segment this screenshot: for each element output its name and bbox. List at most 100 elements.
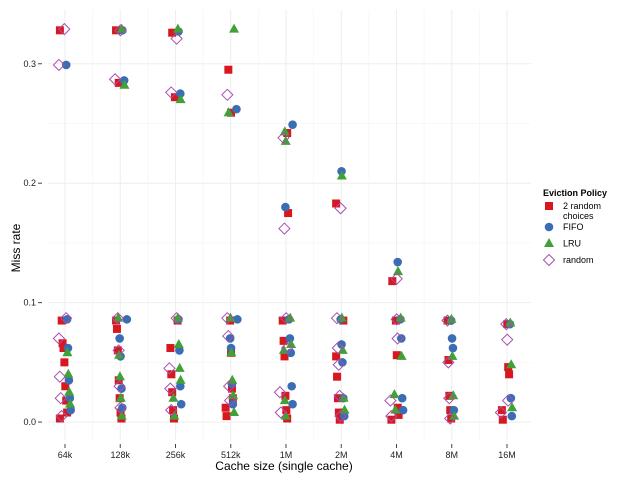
point-lru [227, 374, 238, 384]
point-lru [175, 94, 186, 104]
point-2-random-choices [393, 403, 402, 412]
point-random [331, 341, 345, 355]
point-random [114, 24, 127, 37]
point-2-random-choices [279, 336, 288, 345]
point-lru [226, 347, 237, 357]
point-fifo [393, 257, 403, 267]
point-random [333, 389, 346, 403]
point-random [53, 370, 67, 383]
point-lru [389, 389, 400, 399]
point-random [279, 311, 293, 325]
point-lru [280, 135, 291, 145]
point-2-random-choices [63, 408, 72, 417]
point-random [334, 202, 347, 215]
point-lru [168, 392, 179, 402]
point-lru [119, 79, 130, 89]
point-fifo [281, 202, 290, 212]
point-lru [336, 170, 347, 180]
point-fifo [62, 315, 72, 324]
point-2-random-choices [332, 199, 341, 208]
point-2-random-choices [114, 376, 123, 385]
point-fifo [117, 384, 126, 393]
point-fifo [286, 348, 296, 358]
x-tick-label: 4M [390, 450, 403, 460]
point-random [443, 391, 456, 405]
x-tick-label: 64k [58, 450, 73, 460]
grid [48, 10, 531, 440]
point-fifo [337, 340, 346, 349]
point-2-random-choices [335, 415, 344, 424]
point-random [170, 32, 183, 45]
x-axis: 64k 128k 256k 512k 1M 2M 4M 8M 16M [58, 444, 516, 460]
point-2-random-choices [224, 65, 233, 74]
legend-title: Eviction Policy [543, 188, 607, 198]
point-fifo [285, 334, 295, 343]
point-random [164, 86, 178, 99]
data-points [52, 22, 518, 425]
point-2-random-choices [333, 394, 342, 403]
point-random [441, 314, 454, 327]
x-tick-label: 512k [221, 450, 241, 460]
x-axis-title: Cache size (single cache) [215, 459, 352, 473]
point-2-random-choices [61, 382, 70, 391]
point-2-random-choices [166, 344, 175, 353]
point-fifo [65, 393, 75, 403]
point-fifo [397, 393, 407, 403]
point-2-random-choices [332, 352, 341, 361]
point-random [54, 391, 67, 405]
point-random [59, 311, 73, 325]
x-tick-label: 128k [110, 450, 130, 460]
point-random [443, 412, 457, 425]
point-random [274, 406, 288, 419]
point-2-random-choices [57, 316, 66, 325]
point-lru [448, 390, 459, 400]
point-random [222, 380, 236, 393]
point-lru [64, 386, 75, 396]
point-lru [229, 407, 240, 417]
point-2-random-choices [168, 28, 177, 37]
point-random [112, 344, 125, 357]
point-2-random-choices [392, 351, 401, 360]
point-random [500, 317, 513, 331]
point-random [111, 311, 124, 325]
point-lru [175, 374, 186, 384]
point-random [52, 58, 66, 72]
point-random [223, 394, 237, 407]
point-2-random-choices [505, 370, 514, 379]
point-lru [390, 404, 401, 414]
point-lru [63, 368, 74, 378]
point-lru [449, 410, 460, 420]
point-lru [278, 344, 289, 354]
point-lru [339, 404, 350, 414]
point-lru [116, 410, 127, 420]
point-lru [113, 312, 124, 322]
point-fifo [61, 60, 71, 70]
y-axis-title: Miss rate [9, 223, 23, 272]
point-2-random-choices [281, 391, 290, 400]
point-lru [174, 362, 185, 372]
point-lru [507, 402, 518, 412]
point-lru [228, 390, 239, 400]
point-lru [169, 410, 180, 420]
point-random [390, 272, 403, 285]
point-random [501, 394, 515, 407]
point-2-random-choices [113, 346, 122, 355]
point-2-random-choices [62, 396, 71, 405]
point-2-random-choices [387, 415, 396, 424]
point-fifo [448, 343, 458, 353]
point-random [442, 356, 455, 369]
point-2-random-choices [114, 78, 123, 87]
y-tick-label: 0.1 [23, 298, 36, 308]
legend-key-lru [544, 238, 554, 247]
point-random [108, 73, 122, 86]
point-random [221, 311, 234, 325]
point-random [52, 332, 66, 345]
point-random [500, 333, 514, 346]
point-2-random-choices [282, 406, 291, 415]
point-fifo [122, 315, 132, 324]
point-2-random-choices [222, 412, 231, 421]
point-fifo [397, 334, 406, 343]
point-fifo [115, 334, 124, 343]
point-random [277, 131, 290, 145]
